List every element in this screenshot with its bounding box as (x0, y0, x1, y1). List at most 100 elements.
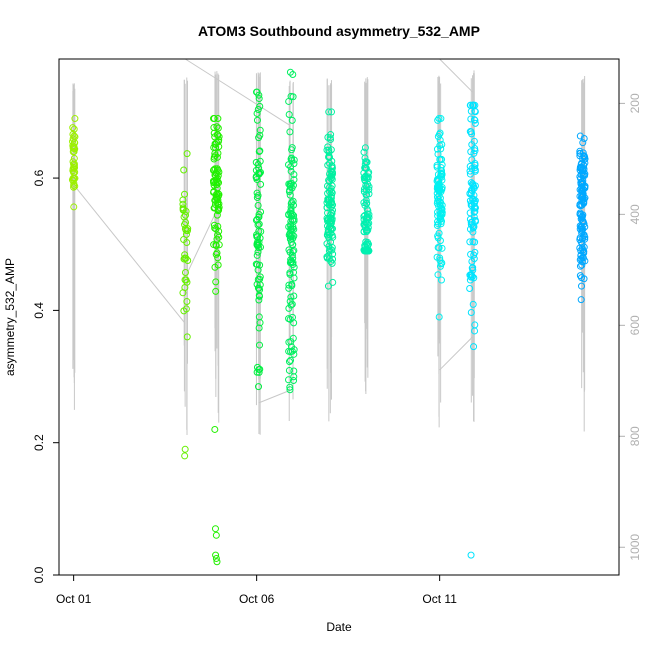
data-point (256, 157, 264, 165)
data-point (181, 190, 189, 198)
data-point (290, 176, 298, 184)
data-point (287, 225, 295, 233)
data-point (255, 324, 263, 332)
data-point (580, 135, 588, 143)
data-point (579, 170, 587, 178)
x-tick-label: Oct 11 (422, 592, 457, 606)
data-point (287, 167, 295, 175)
data-point (286, 383, 294, 391)
data-point (210, 241, 218, 249)
data-point (287, 356, 295, 364)
data-point (436, 187, 444, 195)
data-point (328, 259, 336, 267)
data-point (289, 241, 297, 249)
data-point (210, 221, 218, 229)
data-point (212, 287, 220, 295)
data-point (438, 170, 446, 178)
data-point (466, 238, 474, 246)
data-point (287, 301, 295, 309)
data-point (256, 102, 264, 110)
data-point (257, 168, 265, 176)
data-point (434, 234, 442, 242)
data-point (287, 207, 295, 215)
data-point (578, 163, 586, 171)
data-point (466, 170, 474, 178)
data-point (323, 240, 331, 248)
data-point (286, 68, 294, 76)
data-point (183, 150, 191, 158)
data-point (255, 284, 263, 292)
data-point (70, 125, 78, 133)
data-point (255, 95, 263, 103)
data-point (214, 115, 222, 123)
y-tick-label: 0.4 (32, 302, 46, 319)
data-point (213, 558, 221, 566)
data-point (578, 159, 586, 167)
data-point (361, 144, 369, 152)
data-point (254, 275, 262, 283)
data-point (256, 319, 264, 327)
plot-frame (58, 58, 620, 576)
data-point (581, 235, 589, 243)
data-point (182, 219, 190, 227)
data-point (467, 308, 475, 316)
data-point (286, 248, 294, 256)
data-point (255, 211, 263, 219)
data-point (576, 147, 584, 155)
data-point (70, 203, 78, 211)
data-point (470, 255, 478, 263)
data-point (361, 224, 369, 232)
transit-line (439, 336, 473, 371)
data-point (290, 373, 298, 381)
data-point (437, 276, 445, 284)
transit-line (439, 58, 473, 93)
data-point (254, 241, 262, 249)
data-point (289, 259, 297, 267)
data-point (210, 124, 218, 132)
data-point (437, 145, 445, 153)
data-point (210, 115, 218, 123)
data-point (71, 182, 79, 190)
data-point (325, 153, 333, 161)
data-point (467, 271, 475, 279)
data-point (324, 217, 332, 225)
data-point (324, 189, 332, 197)
data-point (210, 181, 218, 189)
data-point (290, 377, 298, 385)
data-point (214, 196, 222, 204)
data-point (181, 276, 189, 284)
data-point (438, 205, 446, 213)
data-point (433, 199, 441, 207)
data-point (210, 144, 218, 152)
data-point (181, 445, 189, 453)
data-point (471, 238, 479, 246)
data-point (328, 246, 336, 254)
data-point (288, 198, 296, 206)
data-point (362, 164, 370, 172)
data-point (438, 244, 446, 252)
data-point (286, 270, 294, 278)
data-point (288, 146, 296, 154)
data-point (362, 191, 370, 199)
data-point (578, 254, 586, 262)
data-point (329, 255, 337, 263)
data-point (365, 247, 373, 255)
data-point (70, 181, 78, 189)
data-point (467, 128, 475, 136)
data-point (471, 321, 479, 329)
data-point (289, 197, 297, 205)
data-point (578, 183, 586, 191)
data-point (360, 188, 368, 196)
data-point (285, 188, 293, 196)
data-point (435, 313, 443, 321)
data-point (577, 164, 585, 172)
data-point (256, 147, 264, 155)
pressure-lines (72, 58, 586, 436)
data-point (437, 173, 445, 181)
data-point (215, 143, 223, 151)
data-point (329, 278, 337, 286)
data-point (211, 425, 219, 433)
data-point (253, 116, 261, 124)
data-point (286, 191, 294, 199)
data-point (471, 208, 479, 216)
